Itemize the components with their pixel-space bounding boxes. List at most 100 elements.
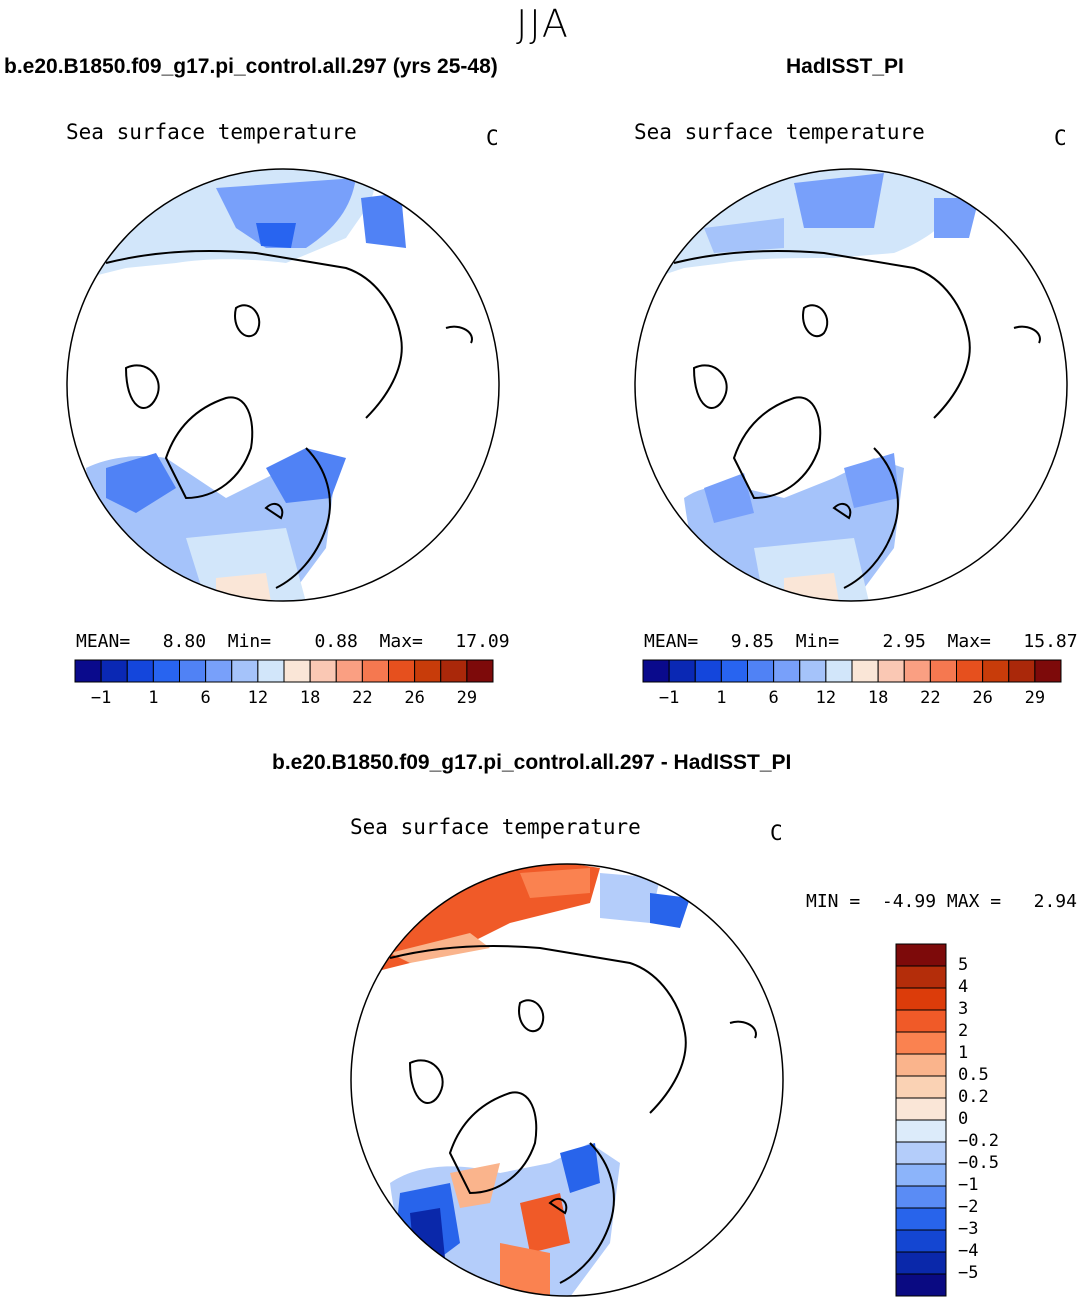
coastlines xyxy=(105,250,473,589)
panel1-colorbar-tick-label: −1 xyxy=(90,688,112,708)
ocean-fill xyxy=(520,868,590,898)
diff-colorbar-swatch xyxy=(895,1229,947,1253)
ocean-fill xyxy=(560,1143,600,1193)
diff-colorbar-swatch xyxy=(895,1251,947,1275)
panel1-map xyxy=(66,168,500,602)
diff-colorbar-tick-label: 0.2 xyxy=(958,1087,989,1107)
ocean-fill xyxy=(754,538,869,601)
diff-colorbar-tick-label: 1 xyxy=(958,1043,969,1063)
diff-colorbar xyxy=(895,943,947,1297)
ocean-fill xyxy=(600,873,660,923)
diff-colorbar-tick-label: −4 xyxy=(958,1241,979,1261)
panel2-stats: MEAN= 9.85 Min= 2.95 Max= 15.87 xyxy=(644,631,1078,652)
panel2-colorbar-tick-label: 26 xyxy=(972,688,993,708)
panel1-colorbar-swatch xyxy=(361,659,389,683)
panel2-case-title: HadISST_PI xyxy=(786,55,904,78)
panel2-colorbar-swatch xyxy=(825,659,853,683)
diff-colorbar-tick-label: 2 xyxy=(958,1021,969,1041)
panel1-colorbar-swatch xyxy=(152,659,180,683)
panel1-colorbar-swatch xyxy=(231,659,259,683)
diff-colorbar-swatch xyxy=(895,1185,947,1209)
panel2-colorbar-swatch xyxy=(1008,659,1036,683)
ocean-fill xyxy=(410,1208,445,1268)
ocean-fill xyxy=(500,1243,550,1296)
panel1-colorbar-tick-label: 1 xyxy=(148,688,159,708)
panel1-stats: MEAN= 8.80 Min= 0.88 Max= 17.09 xyxy=(76,631,510,652)
coastlines xyxy=(673,250,1041,589)
panel2-colorbar-swatch xyxy=(1034,659,1062,683)
panel2-units: C xyxy=(1054,126,1067,150)
panel1-colorbar-tick-label: 6 xyxy=(200,688,211,708)
ocean-fill xyxy=(794,173,884,228)
diff-colorbar-tick-label: 0.5 xyxy=(958,1065,989,1085)
map-border xyxy=(350,863,784,1297)
panel1-colorbar-swatch xyxy=(100,659,128,683)
panel1-colorbar-swatch xyxy=(309,659,337,683)
panel2-map xyxy=(634,168,1068,602)
diff-stats: MIN = -4.99 MAX = 2.94 xyxy=(806,891,1077,912)
diff-colorbar-tick-label: −1 xyxy=(958,1175,979,1195)
panel1-colorbar-swatch xyxy=(179,659,207,683)
diff-variable-title: Sea surface temperature xyxy=(350,815,641,839)
panel2-colorbar-tick-label: −1 xyxy=(658,688,680,708)
panel1-colorbar-tick-label: 22 xyxy=(352,688,373,708)
ocean-fill xyxy=(256,223,296,248)
panel1-colorbar-tick-label: 12 xyxy=(247,688,269,708)
panel2-colorbar-swatch xyxy=(642,659,670,683)
panel1-colorbar-tick-label: 18 xyxy=(299,688,321,708)
ocean-fill xyxy=(704,218,784,253)
ocean-fill xyxy=(266,448,346,503)
panel2-colorbar-swatch xyxy=(851,659,879,683)
panel2-colorbar-swatch xyxy=(799,659,827,683)
diff-colorbar-tick-label: −0.2 xyxy=(958,1131,999,1151)
panel2-colorbar-tick-label: 18 xyxy=(867,688,889,708)
diff-colorbar-swatch xyxy=(895,1009,947,1033)
diff-colorbar-tick-label: −0.5 xyxy=(958,1153,999,1173)
panel1-colorbar xyxy=(74,659,494,683)
panel1-colorbar-swatch xyxy=(257,659,285,683)
panel2-colorbar xyxy=(642,659,1062,683)
ocean-fill xyxy=(934,198,979,238)
panel1-colorbar-swatch xyxy=(440,659,468,683)
diff-colorbar-tick-label: −5 xyxy=(958,1263,979,1283)
panel2-colorbar-tick-label: 22 xyxy=(920,688,941,708)
panel1-variable-title: Sea surface temperature xyxy=(66,120,357,144)
diff-colorbar-swatch xyxy=(895,1119,947,1143)
panel1-colorbar-swatch xyxy=(74,659,102,683)
diff-colorbar-swatch xyxy=(895,1097,947,1121)
panel1-colorbar-swatch xyxy=(335,659,363,683)
ocean-fill xyxy=(106,453,176,513)
diff-colorbar-tick-label: 5 xyxy=(958,955,969,975)
ocean-fill xyxy=(450,1163,500,1208)
ocean-fill xyxy=(650,893,690,928)
diff-colorbar-tick-label: 3 xyxy=(958,999,969,1019)
panel1-case-title: b.e20.B1850.f09_g17.pi_control.all.297 (… xyxy=(4,55,498,78)
panel2-variable-title: Sea surface temperature xyxy=(634,120,925,144)
panel1-colorbar-swatch xyxy=(283,659,311,683)
diff-colorbar-swatch xyxy=(895,1207,947,1231)
panel1-colorbar-swatch xyxy=(205,659,233,683)
panel2-colorbar-swatch xyxy=(903,659,931,683)
map-border xyxy=(634,168,1068,602)
diff-colorbar-swatch xyxy=(895,1053,947,1077)
ocean-fill xyxy=(216,178,356,248)
ocean-fill xyxy=(844,453,899,508)
diff-case-title: b.e20.B1850.f09_g17.pi_control.all.297 -… xyxy=(272,751,792,774)
diff-colorbar-swatch xyxy=(895,1163,947,1187)
panel1-colorbar-swatch xyxy=(414,659,442,683)
panel2-colorbar-swatch xyxy=(877,659,905,683)
panel2-colorbar-swatch xyxy=(720,659,748,683)
coastlines xyxy=(389,945,757,1284)
panel2-colorbar-tick-label: 12 xyxy=(815,688,837,708)
diff-colorbar-tick-label: −2 xyxy=(958,1197,979,1217)
panel1-colorbar-swatch xyxy=(126,659,154,683)
diff-colorbar-tick-label: 4 xyxy=(958,977,969,997)
panel1-colorbar-swatch xyxy=(466,659,494,683)
panel2-colorbar-swatch xyxy=(773,659,801,683)
panel2-colorbar-swatch xyxy=(982,659,1010,683)
diff-colorbar-swatch xyxy=(895,943,947,967)
diff-colorbar-swatch xyxy=(895,1075,947,1099)
panel2-colorbar-swatch xyxy=(694,659,722,683)
diff-colorbar-tick-label: 0 xyxy=(958,1109,969,1129)
diff-colorbar-swatch xyxy=(895,1031,947,1055)
